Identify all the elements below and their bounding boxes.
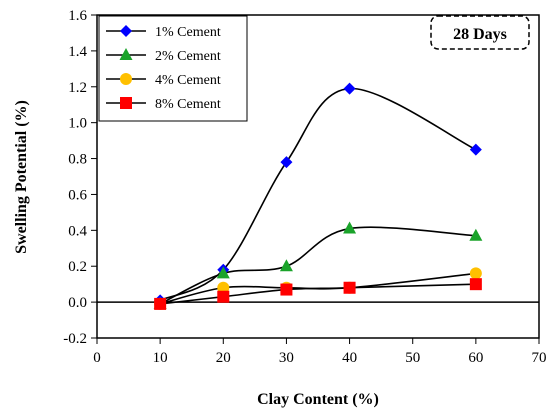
legend-marker-triangle: [119, 48, 133, 60]
y-axis-title: Swelling Potential (%): [13, 100, 30, 254]
x-tick-label: 30: [279, 350, 294, 366]
y-tick-label: 1.6: [68, 8, 87, 24]
x-tick-label: 70: [532, 350, 547, 366]
data-point-square: [154, 297, 167, 310]
days-badge: 28 Days: [430, 15, 530, 50]
legend-label: 8% Cement: [155, 97, 221, 112]
data-point-diamond: [343, 82, 356, 95]
days-badge-label: 28 Days: [453, 26, 507, 43]
x-tick-label: 60: [468, 350, 483, 366]
days-badge-box: [430, 15, 530, 50]
y-tick-label: 0.4: [68, 223, 87, 239]
series-line: [160, 283, 476, 305]
legend-label: 1% Cement: [155, 25, 221, 40]
y-tick-label: 1.2: [68, 80, 87, 96]
data-point-square: [280, 283, 293, 296]
x-tick-label: 40: [342, 350, 357, 366]
legend-marker-square: [120, 97, 132, 109]
data-point-square: [343, 281, 356, 294]
x-tick-label: 10: [153, 350, 168, 366]
data-point-square: [469, 278, 482, 291]
legend-marker-circle: [120, 73, 132, 85]
data-point-square: [217, 290, 230, 303]
y-tick-label: 1.0: [68, 116, 87, 132]
y-tick-label: -0.2: [63, 331, 87, 347]
y-tick-label: 0.6: [68, 187, 87, 203]
legend-label: 2% Cement: [155, 49, 221, 64]
y-tick-label: 0.0: [68, 295, 87, 311]
series-line: [159, 87, 477, 302]
legend-label: 4% Cement: [155, 73, 221, 88]
y-tick-label: 0.2: [68, 259, 87, 275]
legend: 1% Cement 2% Cement 4% Cement 8% Cement: [98, 15, 248, 122]
data-point-diamond: [280, 156, 293, 169]
data-point-triangle: [216, 266, 230, 279]
data-point-triangle: [343, 221, 357, 234]
data-point-diamond: [469, 143, 482, 156]
x-tick-label: 20: [216, 350, 231, 366]
series-line: [159, 226, 476, 305]
y-tick-label: 0.8: [68, 152, 87, 168]
data-point-circle: [469, 267, 482, 280]
x-axis-title: Clay Content (%): [257, 391, 379, 408]
legend-marker-diamond: [120, 25, 132, 37]
x-tick-label: 0: [93, 350, 101, 366]
y-tick-label: 1.4: [68, 44, 87, 60]
data-point-triangle: [279, 259, 293, 272]
data-point-triangle: [469, 228, 483, 241]
x-tick-label: 50: [405, 350, 420, 366]
